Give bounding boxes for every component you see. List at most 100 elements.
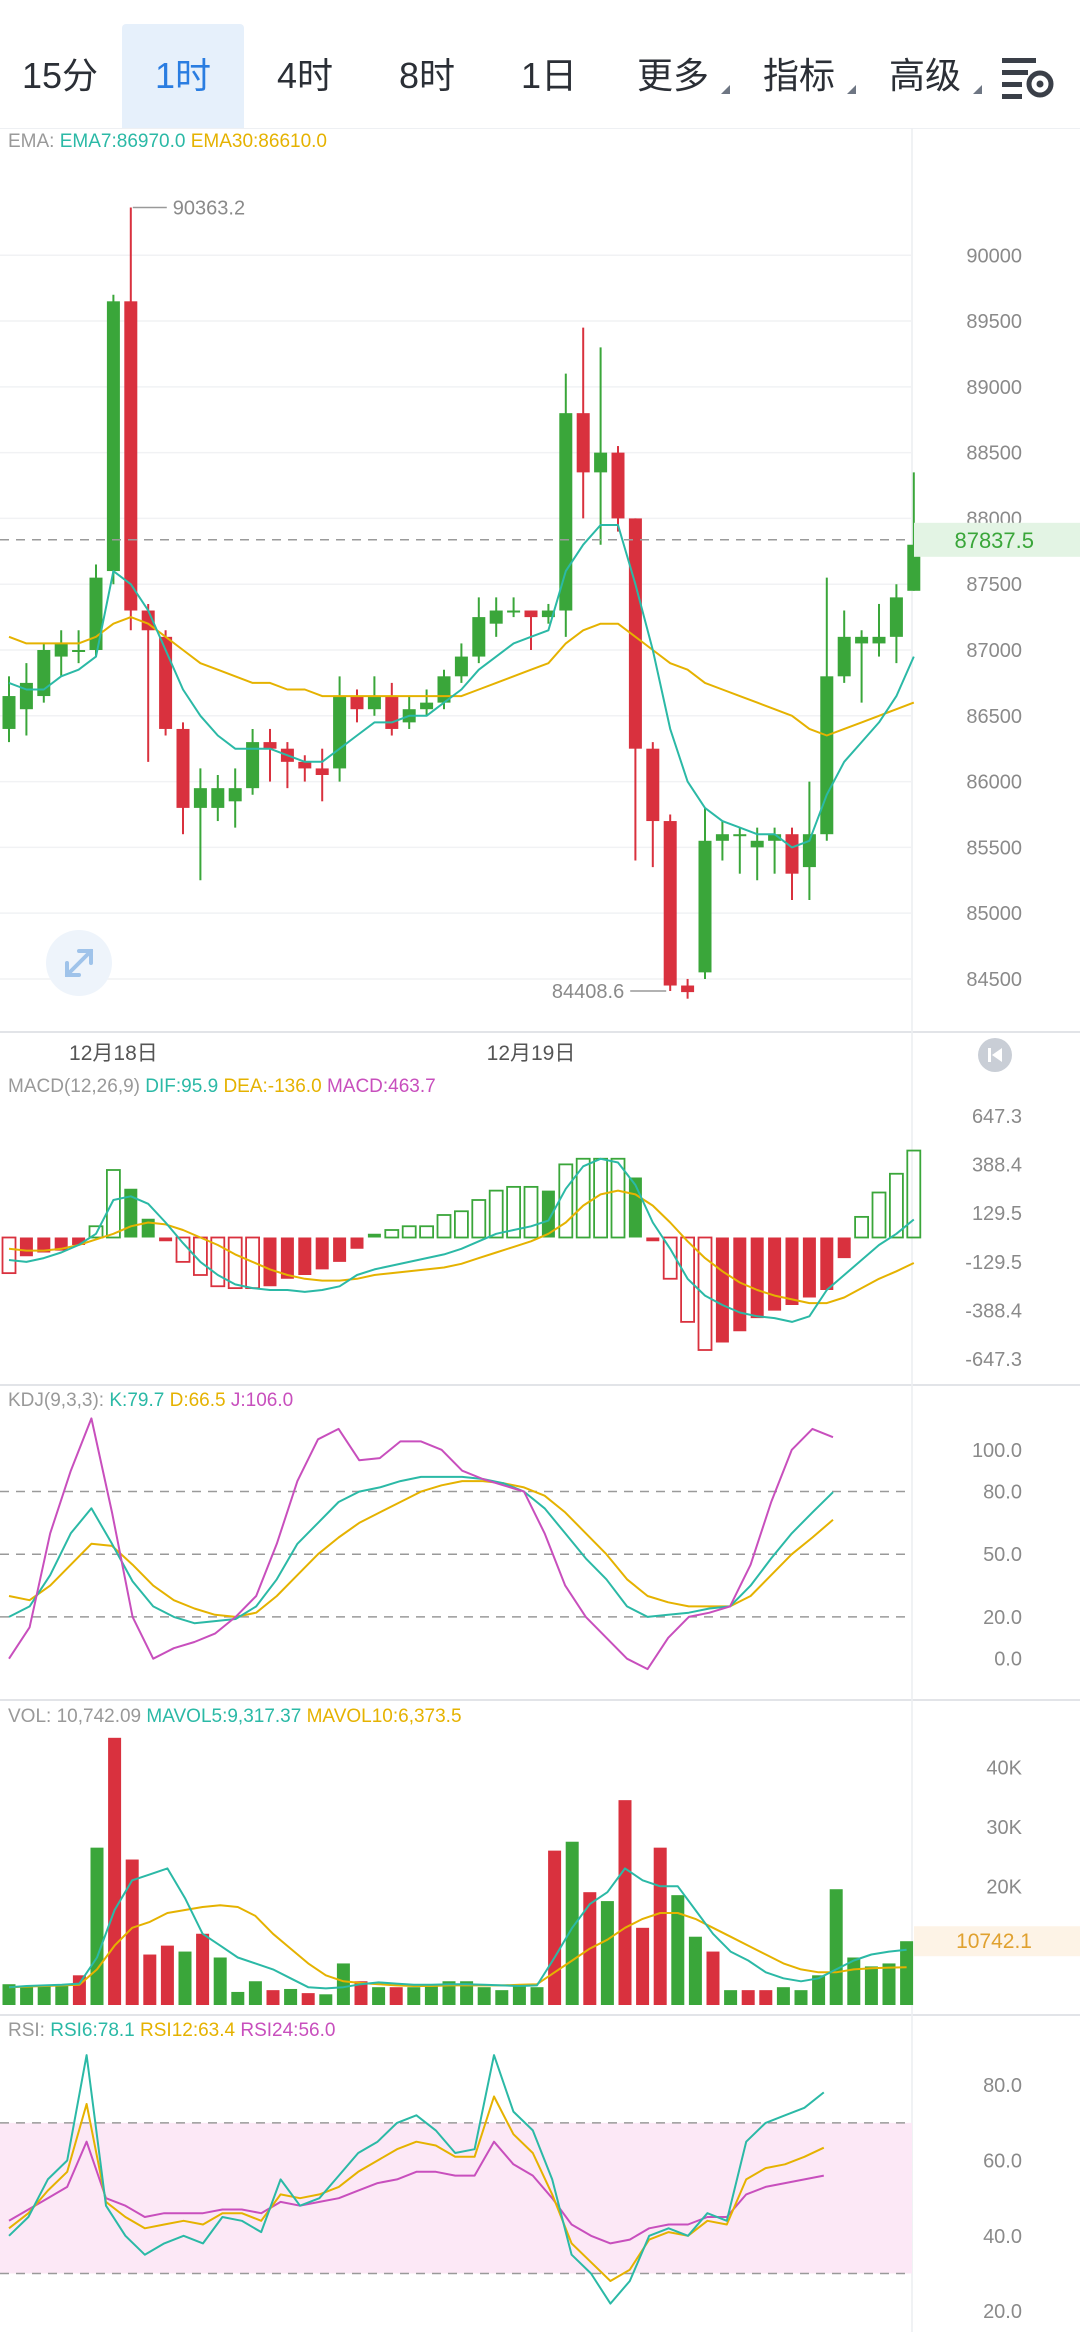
macd-axis-label: 129.5 — [972, 1203, 1022, 1225]
ema7-line — [8, 524, 915, 849]
tab-8h[interactable]: 8时 — [398, 55, 456, 96]
macd-histogram-bar — [401, 1225, 417, 1239]
tab-4h[interactable]: 4时 — [276, 55, 334, 96]
macd-histogram-bar — [280, 1237, 294, 1279]
candle-body — [333, 696, 347, 769]
macd-histogram-bar — [453, 1210, 469, 1239]
rsi6-value: RSI6:78.1 — [50, 2020, 135, 2041]
volume-bar — [108, 1737, 122, 2005]
macd-histogram-bar — [315, 1237, 329, 1270]
price-axis-label: 84500 — [966, 969, 1022, 991]
candle-body — [228, 788, 242, 802]
d-value: D:66.5 — [169, 1390, 226, 1411]
candle-body — [385, 696, 399, 729]
price-axis-label: 89500 — [966, 311, 1022, 333]
volume-bar — [706, 1951, 720, 2005]
kdj-header-prefix: KDJ(9,3,3): — [8, 1390, 105, 1411]
dif-value: DIF:95.9 — [145, 1076, 219, 1097]
macd-histogram-bar — [210, 1236, 226, 1288]
volume-bar — [160, 1945, 174, 2005]
mavol5-line — [8, 1867, 907, 1990]
candle-body — [106, 301, 120, 572]
volume-bar — [900, 1941, 914, 2005]
candle-body — [524, 610, 538, 618]
rsi12-value: RSI12:63.4 — [140, 2020, 236, 2041]
volume-bar — [372, 1987, 386, 2005]
volume-bar — [90, 1847, 104, 2005]
volume-bar — [548, 1850, 562, 2005]
volume-bar — [442, 1981, 456, 2005]
macd-histogram-bar — [837, 1237, 851, 1259]
expand-icon[interactable] — [46, 930, 112, 996]
volume-bar — [407, 1987, 421, 2005]
kdj-axis-label: 100.0 — [972, 1440, 1022, 1462]
candle-body — [837, 636, 851, 677]
rsi-header: RSI: RSI6:78.1 RSI12:63.4 RSI24:56.0 — [8, 2020, 335, 2042]
macd-histogram-bar — [871, 1191, 887, 1239]
volume-bar — [741, 1990, 755, 2005]
price-axis-label: 86500 — [966, 706, 1022, 728]
candle-body — [559, 413, 573, 611]
macd-histogram-bar — [106, 1169, 121, 1239]
volume-bar — [37, 1985, 51, 2005]
candle-body — [594, 452, 608, 473]
chart-settings-icon[interactable] — [1000, 54, 1056, 102]
rsi-axis-label: 20.0 — [983, 2301, 1022, 2323]
volume-bar — [424, 1984, 438, 2005]
candle-body — [541, 610, 555, 618]
volume-bar — [495, 1990, 509, 2005]
kdj-axis-label: 80.0 — [983, 1482, 1022, 1504]
candle-body — [715, 834, 729, 841]
macd-histogram-bar — [367, 1233, 381, 1238]
kdj-axis-label: 0.0 — [994, 1649, 1022, 1671]
volume-bar — [301, 1993, 315, 2005]
tab-1d[interactable]: 1日 — [520, 55, 578, 96]
tab-more[interactable]: 更多 — [610, 24, 736, 128]
mavol10-line — [8, 1904, 907, 1989]
low-price-label: 84408.6 — [552, 981, 624, 1003]
macd-histogram-bar — [436, 1214, 452, 1239]
jump-to-latest-icon[interactable] — [978, 1038, 1012, 1072]
candle-body — [872, 636, 886, 644]
last-price-label: 87837.5 — [954, 528, 1034, 553]
macd-histogram-bar — [19, 1237, 33, 1257]
volume-bar — [196, 1933, 210, 2005]
candle-body — [211, 788, 225, 808]
time-axis-label: 12月18日 — [69, 1042, 158, 1065]
macd-histogram-bar — [785, 1237, 799, 1305]
macd-histogram-bar — [523, 1185, 539, 1239]
volume-bar — [477, 1987, 491, 2005]
macd-histogram-bar — [384, 1229, 400, 1239]
tab-1h[interactable]: 1时 — [122, 24, 244, 128]
rsi24-value: RSI24:56.0 — [240, 2020, 336, 2041]
kdj-axis-label: 20.0 — [983, 1607, 1022, 1629]
rsi-axis-label: 40.0 — [983, 2226, 1022, 2248]
macd-axis-label: 647.3 — [972, 1106, 1022, 1128]
macd-histogram-bar — [471, 1199, 487, 1239]
price-axis-label: 87000 — [966, 640, 1022, 662]
price-axis-label: 88500 — [966, 443, 1022, 465]
volume-bar — [284, 1988, 298, 2005]
macd-histogram-bar — [889, 1172, 904, 1239]
candle-body — [124, 301, 138, 611]
macd-axis-label: 388.4 — [972, 1155, 1022, 1177]
price-axis-label: 85500 — [966, 837, 1022, 859]
last-volume-tag — [914, 1926, 1080, 1957]
macd-histogram-bar — [820, 1237, 834, 1290]
candle-body — [472, 617, 486, 657]
volume-bar — [354, 1981, 368, 2005]
rsi-band — [0, 2122, 912, 2274]
kdj-d-line — [8, 1480, 834, 1618]
volume-bar — [794, 1990, 808, 2005]
tab-indicators[interactable]: 指标 — [736, 24, 862, 128]
volume-bar — [636, 1927, 650, 2005]
tab-advanced[interactable]: 高级 — [862, 24, 988, 128]
candle-body — [159, 636, 173, 729]
volume-bar — [847, 1957, 861, 2005]
candle-body — [889, 597, 903, 637]
macd-axis-label: -388.4 — [965, 1300, 1022, 1322]
tab-15min[interactable]: 15分 — [21, 55, 99, 96]
kdj-header: KDJ(9,3,3): K:79.7 D:66.5 J:106.0 — [8, 1390, 293, 1412]
mavol10-value: MAVOL10:6,373.5 — [306, 1706, 462, 1727]
